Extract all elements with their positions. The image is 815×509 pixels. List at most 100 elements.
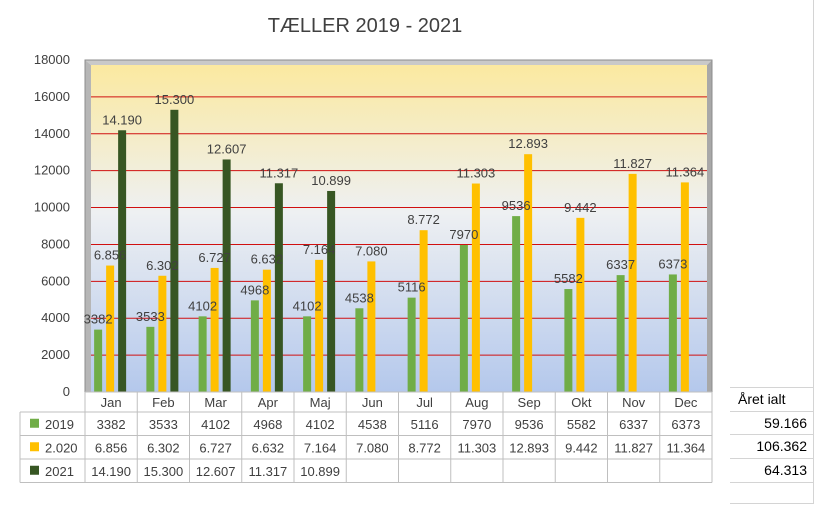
legend-label: 2019 (45, 417, 74, 432)
data-label: 6.302 (146, 258, 179, 273)
data-label: 7.164 (303, 242, 336, 257)
data-label: 11.827 (613, 156, 652, 171)
data-label: 4968 (240, 282, 269, 297)
x-category-label: Nov (622, 395, 646, 410)
bar-2019-Sep (512, 216, 521, 392)
y-tick-label: 12000 (34, 163, 70, 178)
data-label: 7970 (449, 227, 478, 242)
bar-2019-Dec (668, 274, 677, 392)
data-label: 4102 (293, 298, 322, 313)
table-value: 5582 (567, 417, 596, 432)
legend-key-2.020 (30, 442, 39, 452)
data-label: 6.632 (251, 252, 284, 267)
bar-2019-Apr (250, 300, 259, 392)
table-value: 10.899 (300, 464, 340, 479)
bar-2021-Jan (118, 130, 127, 393)
table-value: 8.772 (408, 440, 441, 455)
table-value: 11.364 (666, 440, 705, 455)
bar-2.020-Sep (524, 154, 533, 392)
chart-title: TÆLLER 2019 - 2021 (268, 15, 463, 37)
data-label: 4538 (345, 290, 374, 305)
side-total-value: 64.313 (764, 462, 807, 478)
table-value: 14.190 (91, 464, 131, 479)
bar-2.020-Jun (367, 261, 376, 392)
bar-2021-Apr (274, 183, 283, 392)
bar-2021-Feb (170, 109, 179, 393)
data-label: 6.727 (198, 250, 231, 265)
table-value: 11.827 (614, 440, 653, 455)
data-label: 10.899 (311, 173, 351, 188)
plot-background (91, 65, 707, 392)
table-value: 3533 (149, 417, 178, 432)
side-cell-total-2019[interactable]: 59.166 (730, 412, 814, 435)
bar-2021-Maj (327, 190, 336, 392)
table-value: 11.303 (457, 440, 496, 455)
x-category-label: Feb (152, 395, 174, 410)
chart-svg: TÆLLER 2019 - 2021 3382 3533 4102 4968 4102 4… (19, 15, 713, 483)
bar-2.020-Nov (628, 173, 637, 392)
side-cell-header[interactable]: Året ialt (730, 388, 814, 412)
bar-2.020-Dec (680, 182, 689, 392)
bar-2.020-Jul (419, 230, 428, 392)
bar-2.020-Jan (106, 265, 115, 392)
legend-label: 2.020 (45, 440, 78, 455)
x-category-label: Jan (101, 395, 122, 410)
data-label: 11.303 (456, 166, 495, 181)
data-label: 15.300 (154, 92, 194, 107)
y-tick-label: 18000 (34, 52, 70, 67)
x-category-label: Okt (571, 395, 592, 410)
data-label: 11.317 (259, 165, 298, 180)
side-total-value: 59.166 (764, 415, 807, 431)
data-label: 3382 (84, 312, 113, 327)
table-value: 6.302 (147, 440, 180, 455)
y-tick-label: 4000 (41, 310, 70, 325)
data-label: 6337 (606, 257, 635, 272)
table-value: 5116 (411, 417, 439, 432)
data-label: 8.772 (407, 212, 440, 227)
data-label: 6.856 (94, 248, 127, 263)
table-value: 6373 (671, 417, 700, 432)
table-value: 7970 (462, 417, 491, 432)
side-total-value: 106.362 (756, 438, 807, 454)
x-category-label: Jul (416, 395, 433, 410)
bar-2019-Mar (198, 316, 207, 392)
table-value: 11.317 (248, 464, 287, 479)
y-tick-label: 10000 (34, 200, 70, 215)
table-value: 12.607 (196, 464, 236, 479)
table-value: 9536 (515, 417, 544, 432)
x-category-label: Aug (465, 395, 488, 410)
side-cell-total-2021[interactable]: 64.313 (730, 459, 814, 483)
legend-label: 2021 (45, 464, 74, 479)
table-value: 4538 (358, 417, 387, 432)
x-category-label: Jun (362, 395, 383, 410)
table-value: 6.856 (95, 440, 128, 455)
bar-2019-Maj (303, 316, 312, 392)
side-header-label: Året ialt (738, 391, 786, 407)
side-cell-total-2020[interactable]: 106.362 (730, 435, 814, 459)
plot-bevel-left (85, 60, 91, 392)
table-value: 4102 (201, 417, 230, 432)
data-label: 12.607 (207, 141, 247, 156)
data-label: 5582 (554, 271, 583, 286)
plot-bevel-top (85, 60, 712, 65)
bar-2.020-Aug (471, 183, 480, 392)
x-category-label: Dec (674, 395, 698, 410)
bar-2019-Jan (94, 329, 103, 392)
bar-2019-Nov (616, 275, 625, 392)
table-value: 6.727 (199, 440, 232, 455)
x-category-label: Mar (204, 395, 227, 410)
bar-2019-Feb (146, 326, 155, 392)
data-label: 14.190 (102, 112, 142, 127)
data-label: 12.893 (508, 136, 548, 151)
y-tick-label: 14000 (34, 126, 70, 141)
data-label: 9536 (502, 198, 531, 213)
table-value: 15.300 (143, 464, 183, 479)
bar-2019-Jun (355, 308, 364, 392)
y-tick-label: 8000 (41, 236, 70, 251)
x-category-label: Maj (310, 395, 331, 410)
bar-2.020-Mar (210, 267, 219, 392)
data-label: 3533 (136, 309, 165, 324)
data-label: 7.080 (355, 243, 388, 258)
chart-area: TÆLLER 2019 - 2021 3382 3533 4102 4968 4102 4… (19, 15, 713, 483)
table-value: 4968 (253, 417, 282, 432)
